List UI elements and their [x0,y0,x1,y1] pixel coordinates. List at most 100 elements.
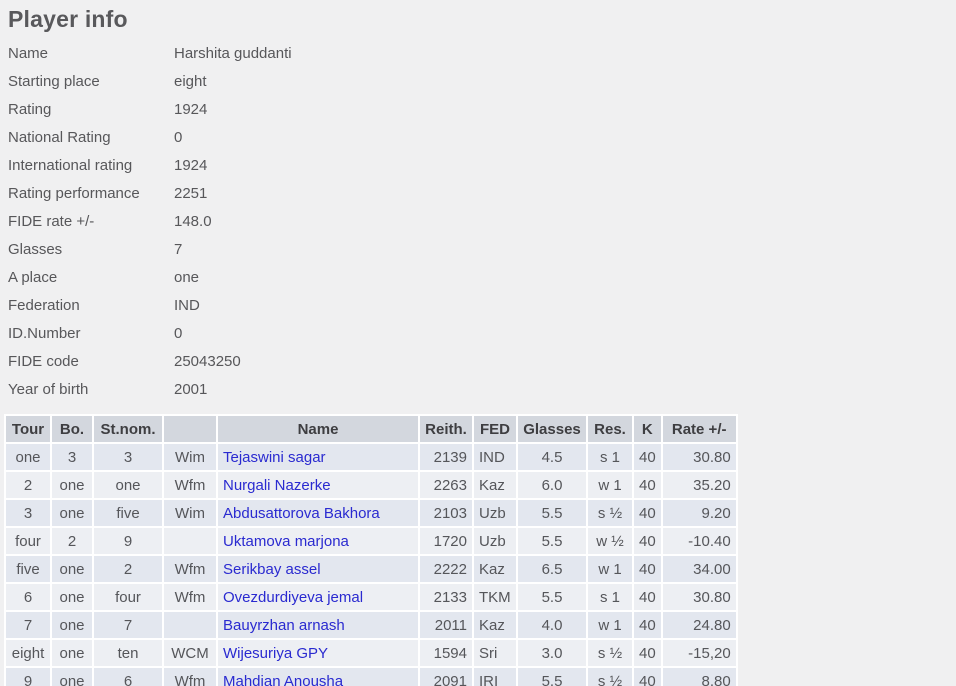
cell-name: Abdusattorova Bakhora [218,500,418,526]
cell-rate: 30.80 [662,584,736,610]
player-link[interactable]: Uktamova marjona [223,532,349,550]
table-row: 9 one 6 Wfm Mahdian Anousha 2091 IRI 5.5 s ½ 40 8.… [6,668,736,686]
player-link[interactable]: Tejaswini sagar [223,448,326,466]
column-header-title [164,416,216,442]
cell-title: Wfm [164,556,216,582]
table-row: 2 one one Wfm Nurgali Nazerke 2263 Kaz 6.0 w 1 40… [6,472,736,498]
info-label: International rating [8,156,133,174]
cell-tour: 9 [6,668,50,686]
info-row: A place one [8,263,956,291]
player-link[interactable]: Serikbay assel [223,560,321,578]
cell-tour: 6 [6,584,50,610]
info-value: eight [174,72,207,90]
cell-fed: Kaz [474,612,516,638]
cell-reith: 2222 [420,556,472,582]
player-info-list: Name Harshita guddanti Starting place eight… [8,39,956,403]
info-value: Harshita guddanti [174,44,292,62]
cell-glasses: 4.0 [518,612,586,638]
cell-bo: one [52,584,92,610]
cell-title [164,612,216,638]
cell-name: Uktamova marjona [218,528,418,554]
cell-rate: 24.80 [662,612,736,638]
info-value: 148.0 [174,212,212,230]
column-header-tour: Tour [6,416,50,442]
info-value: 7 [174,240,183,258]
info-label: FIDE rate +/- [8,212,95,230]
cell-title: Wim [164,444,216,470]
player-link[interactable]: Nurgali Nazerke [223,476,331,494]
cell-fed: Kaz [474,472,516,498]
info-value: 2251 [174,184,208,202]
results-table-body: one 3 3 Wim Tejaswini sagar 2139 IND 4.5 s 1 40 30… [6,444,736,686]
cell-rate: -10.40 [662,528,736,554]
cell-k: 40 [634,444,661,470]
column-header-rate: Rate +/- [662,416,736,442]
info-label: FIDE code [8,352,79,370]
column-header-stnom: St.nom. [94,416,162,442]
cell-name: Wijesuriya GPY [218,640,418,666]
info-label: Federation [8,296,80,314]
cell-bo: 3 [52,444,92,470]
cell-rate: 9.20 [662,500,736,526]
info-row: International rating 1924 [8,151,956,179]
cell-fed: IRI [474,668,516,686]
cell-tour: one [6,444,50,470]
cell-rate: 35.20 [662,472,736,498]
cell-k: 40 [634,640,661,666]
info-label: Rating [8,100,52,118]
cell-title: Wfm [164,668,216,686]
cell-reith: 1720 [420,528,472,554]
cell-glasses: 6.5 [518,556,586,582]
table-row: 6 one four Wfm Ovezdurdiyeva jemal 2133 TKM 5.5… [6,584,736,610]
player-link[interactable]: Wijesuriya GPY [223,644,329,662]
cell-glasses: 4.5 [518,444,586,470]
cell-bo: one [52,556,92,582]
info-label: ID.Number [8,324,81,342]
cell-reith: 2133 [420,584,472,610]
cell-reith: 2091 [420,668,472,686]
info-label: National Rating [8,128,111,146]
info-row: FIDE rate +/- 148.0 [8,207,956,235]
info-label: A place [8,268,58,286]
player-link[interactable]: Bauyrzhan arnash [223,616,345,634]
cell-glasses: 3.0 [518,640,586,666]
table-row: 7 one 7 Bauyrzhan arnash 2011 Kaz 4.0 w 1 40 24.8… [6,612,736,638]
cell-reith: 1594 [420,640,472,666]
cell-name: Tejaswini sagar [218,444,418,470]
cell-glasses: 6.0 [518,472,586,498]
column-header-result: Res. [588,416,632,442]
cell-k: 40 [634,584,661,610]
cell-glasses: 5.5 [518,528,586,554]
info-label: Name [8,44,49,62]
cell-bo: one [52,500,92,526]
cell-res: s ½ [588,640,632,666]
column-header-fed: FED [474,416,516,442]
info-value: 2001 [174,380,208,398]
cell-fed: IND [474,444,516,470]
column-header-board: Bo. [52,416,92,442]
cell-rate: 30.80 [662,444,736,470]
cell-k: 40 [634,500,661,526]
column-header-rating: Reith. [420,416,472,442]
player-link[interactable]: Mahdian Anousha [223,672,344,686]
cell-k: 40 [634,528,661,554]
info-label: Year of birth [8,380,89,398]
column-header-k: K [634,416,661,442]
cell-fed: Kaz [474,556,516,582]
player-link[interactable]: Abdusattorova Bakhora [223,504,380,522]
cell-stnom: five [94,500,162,526]
cell-glasses: 5.5 [518,668,586,686]
cell-stnom: one [94,472,162,498]
cell-title: Wfm [164,584,216,610]
cell-title: WCM [164,640,216,666]
cell-res: s 1 [588,584,632,610]
column-header-name: Name [218,416,418,442]
cell-k: 40 [634,612,661,638]
cell-res: w 1 [588,472,632,498]
cell-rate: 34.00 [662,556,736,582]
cell-name: Serikbay assel [218,556,418,582]
table-row: 3 one five Wim Abdusattorova Bakhora 2103 Uzb 5… [6,500,736,526]
cell-bo: 2 [52,528,92,554]
player-link[interactable]: Ovezdurdiyeva jemal [223,588,364,606]
